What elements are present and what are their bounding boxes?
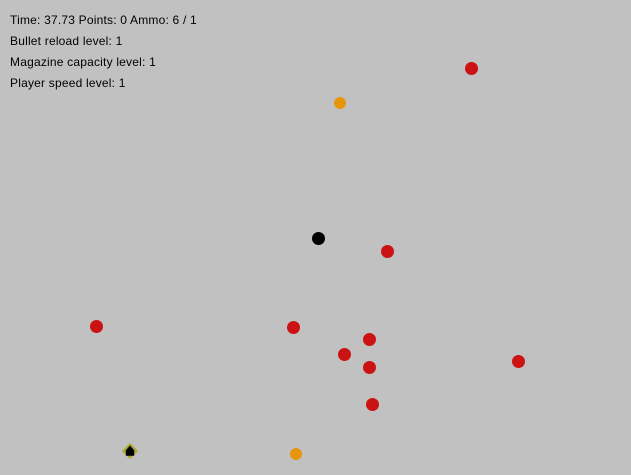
enemy-red-dot[interactable] [511, 354, 525, 368]
enemy-red-dot[interactable] [286, 320, 300, 334]
enemy-black-dot[interactable] [311, 231, 325, 245]
enemy-red-dot[interactable] [337, 347, 351, 361]
hud-magazine-capacity-level: Magazine capacity level: 1 [10, 55, 156, 69]
hud-player-speed-level: Player speed level: 1 [10, 76, 126, 90]
player-icon [122, 443, 138, 459]
enemy-red-dot[interactable] [362, 360, 376, 374]
hud: Time: 37.73 Points: 0 Ammo: 6 / 1 Bullet… [10, 13, 197, 97]
hud-stats-line: Time: 37.73 Points: 0 Ammo: 6 / 1 [10, 13, 197, 27]
player-marker[interactable] [121, 442, 139, 460]
enemy-red-dot[interactable] [365, 397, 379, 411]
enemy-red-dot[interactable] [362, 332, 376, 346]
powerup-orange-dot[interactable] [334, 97, 346, 109]
enemy-red-dot[interactable] [89, 319, 103, 333]
enemy-red-dot[interactable] [464, 61, 478, 75]
enemy-red-dot[interactable] [380, 244, 394, 258]
hud-bullet-reload-level: Bullet reload level: 1 [10, 34, 123, 48]
powerup-orange-dot[interactable] [290, 448, 302, 460]
